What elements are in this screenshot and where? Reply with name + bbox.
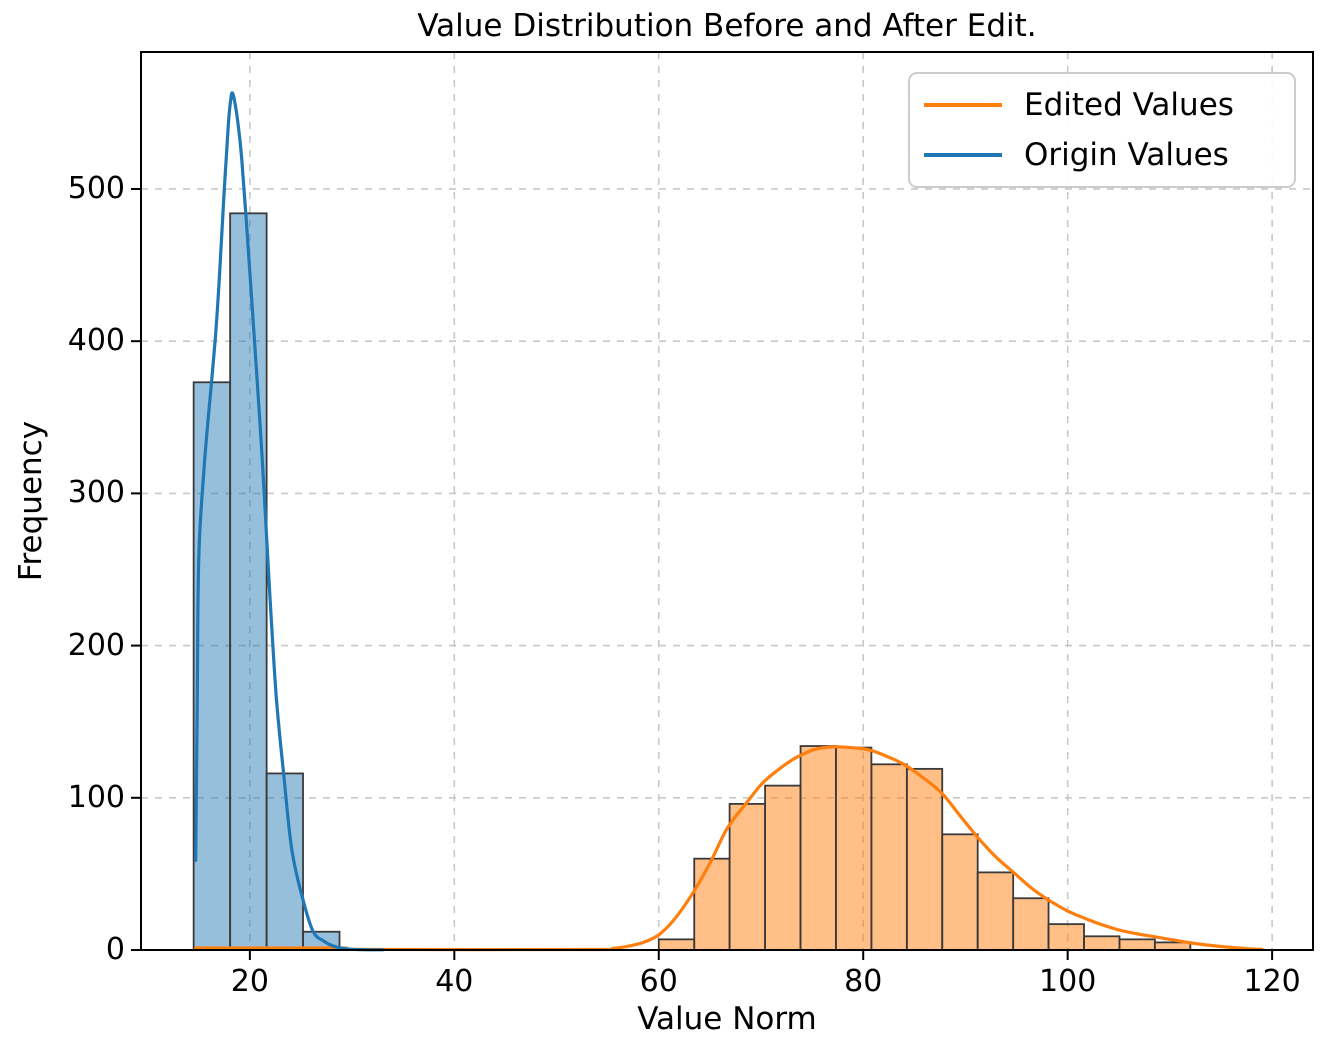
- kde-line-origin: [194, 91, 385, 952]
- y-axis-label: Frequency: [13, 420, 49, 582]
- legend-label-edited: Edited Values: [1024, 87, 1234, 124]
- hist-series-edited: [657, 745, 1192, 951]
- hist-bar: [1012, 897, 1050, 951]
- y-tick-label: 200: [67, 627, 125, 663]
- hist-bar: [657, 938, 696, 951]
- hist-bar: [905, 767, 944, 951]
- legend-line-edited-icon: [924, 103, 1002, 108]
- kde-line-edited: [194, 745, 1264, 952]
- legend-line-origin-icon: [924, 152, 1002, 157]
- x-axis-label: Value Norm: [637, 1001, 817, 1037]
- hist-bar: [1083, 935, 1121, 951]
- y-tick-label: 500: [67, 170, 125, 206]
- axes-spines: [140, 51, 1314, 951]
- hist-bar: [1118, 938, 1156, 951]
- hist-bar: [192, 381, 232, 951]
- legend-item-origin: Origin Values: [924, 137, 1280, 173]
- x-tick-label: 60: [639, 964, 678, 999]
- hist-bar: [835, 746, 873, 951]
- y-tick-label: 100: [67, 779, 125, 815]
- x-tick-label: 80: [844, 964, 883, 999]
- x-tick-label: 100: [1039, 964, 1097, 999]
- y-tick-label: 400: [67, 322, 125, 358]
- chart-title: Value Distribution Before and After Edit…: [417, 8, 1037, 44]
- y-tick-label: 0: [105, 931, 125, 967]
- hist-bar: [693, 857, 731, 951]
- legend-label-origin: Origin Values: [1024, 136, 1229, 173]
- hist-bar: [870, 763, 908, 951]
- legend-item-edited: Edited Values: [924, 87, 1280, 123]
- x-tick-label: 120: [1243, 964, 1301, 999]
- hist-bar: [799, 745, 837, 951]
- hist-bar: [764, 784, 802, 951]
- hist-bar: [941, 833, 979, 951]
- x-tick-label: 20: [230, 964, 269, 999]
- y-tick-label: 300: [67, 475, 125, 511]
- legend: Edited Values Origin Values: [908, 72, 1296, 188]
- hist-bar: [728, 802, 766, 951]
- hist-bar: [229, 212, 268, 951]
- x-tick-label: 40: [435, 964, 474, 999]
- hist-series-origin: [192, 212, 341, 951]
- hist-bar: [976, 871, 1015, 951]
- hist-bar: [1047, 923, 1085, 951]
